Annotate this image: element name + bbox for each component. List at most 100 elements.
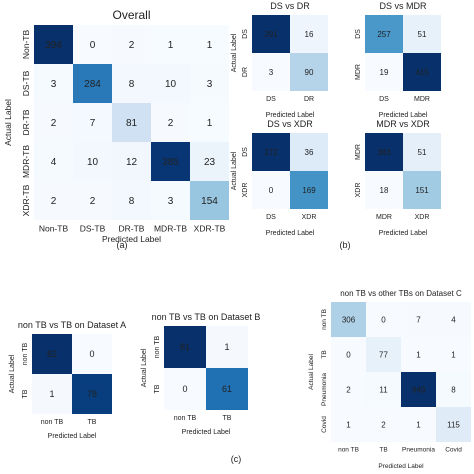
cell-value-label: 8 bbox=[451, 385, 456, 394]
y-tick-label: XDR bbox=[355, 183, 362, 198]
x-tick-label: XDR bbox=[415, 214, 430, 221]
cell-value-label: 90 bbox=[305, 68, 314, 77]
x-tick-label: non TB bbox=[174, 415, 197, 422]
x-tick-label: DS bbox=[266, 214, 276, 221]
y-tick-label: non TB bbox=[154, 335, 161, 358]
cell-value-label: 2 bbox=[381, 420, 386, 429]
heatmap-cell bbox=[73, 25, 112, 64]
x-tick-label: XDR-TB bbox=[194, 224, 226, 234]
x-tick-label: TB bbox=[223, 415, 232, 422]
cell-value-label: 1 bbox=[207, 118, 213, 129]
y-tick-label: DS bbox=[242, 147, 249, 157]
heatmap-cell bbox=[73, 103, 112, 142]
heatmap-cell bbox=[401, 407, 436, 442]
panel-caption: (b) bbox=[340, 240, 351, 250]
confusion-matrix-2: DS vs DR 291 16 3 90 DS DR DS DR Predicted Label A… bbox=[231, 1, 328, 119]
cell-value-label: 4 bbox=[451, 315, 456, 324]
panel-caption: (c) bbox=[231, 454, 242, 464]
heatmap-cell bbox=[366, 302, 401, 337]
x-axis-label: Predicted Label bbox=[379, 230, 428, 237]
x-tick-label: XDR bbox=[302, 214, 317, 221]
y-tick-label: DS bbox=[242, 29, 249, 39]
heatmap-cell bbox=[331, 337, 366, 372]
heatmap-cell bbox=[151, 103, 190, 142]
heatmap-cell bbox=[190, 181, 229, 220]
cell-value-label: 11 bbox=[379, 385, 388, 394]
chart-title: non TB vs TB on Dataset B bbox=[152, 312, 261, 322]
cell-value-label: 0 bbox=[182, 384, 187, 394]
cell-value-label: 272 bbox=[264, 148, 278, 157]
cell-value-label: 23 bbox=[204, 157, 216, 168]
x-tick-label: MDR bbox=[376, 214, 392, 221]
cell-value-label: 3 bbox=[207, 79, 213, 90]
heatmap-cell bbox=[365, 133, 403, 171]
cell-value-label: 10 bbox=[87, 157, 99, 168]
y-tick-label: DS bbox=[355, 29, 362, 39]
cell-value-label: 2 bbox=[346, 385, 351, 394]
heatmap-cell bbox=[112, 64, 151, 103]
y-axis-label: Actual Label bbox=[9, 354, 16, 393]
cell-value-label: 3 bbox=[168, 196, 174, 207]
cell-value-label: 0 bbox=[269, 186, 274, 195]
y-tick-label: DR bbox=[242, 67, 249, 77]
confusion-matrix-3: DS vs MDR 257 51 19 415 DS MDR DS MDR Predicted L… bbox=[355, 1, 441, 119]
cell-value-label: 18 bbox=[380, 186, 389, 195]
heatmap-cell bbox=[331, 372, 366, 407]
cell-value-label: 36 bbox=[305, 148, 314, 157]
y-tick-label: MDR bbox=[355, 64, 362, 80]
heatmap-cell bbox=[366, 407, 401, 442]
cell-value-label: 2 bbox=[168, 118, 174, 129]
y-tick-label: XDR bbox=[242, 183, 249, 198]
cell-value-label: 7 bbox=[416, 315, 421, 324]
cell-value-label: 2 bbox=[129, 40, 135, 51]
heatmap-cell bbox=[73, 64, 112, 103]
y-tick-label: non TB bbox=[22, 342, 29, 365]
cell-value-label: 115 bbox=[447, 420, 460, 429]
cell-value-label: 1 bbox=[49, 389, 54, 399]
chart-title: non TB vs TB on Dataset A bbox=[18, 320, 126, 330]
chart-title: MDR vs XDR bbox=[376, 119, 430, 129]
heatmap-cell bbox=[436, 407, 471, 442]
y-tick-label: Pneumonia bbox=[321, 373, 328, 406]
x-tick-label: DS bbox=[266, 96, 276, 103]
x-tick-label: TB bbox=[88, 419, 97, 426]
cell-value-label: 4 bbox=[51, 157, 57, 168]
heatmap-cell bbox=[72, 374, 112, 414]
heatmap-cell bbox=[436, 372, 471, 407]
heatmap-cell bbox=[436, 302, 471, 337]
cell-value-label: 19 bbox=[380, 68, 389, 77]
heatmap-cell bbox=[151, 142, 190, 181]
y-tick-label: Covid bbox=[321, 416, 328, 433]
heatmap-cell bbox=[112, 181, 151, 220]
confusion-matrix-7: non TB vs TB on Dataset B 81 1 0 61 non TB TB n… bbox=[141, 312, 260, 436]
y-axis-label: Actual Label bbox=[231, 33, 238, 72]
cell-value-label: 0 bbox=[90, 40, 96, 51]
chart-title: Overall bbox=[112, 8, 150, 22]
heatmap-cell bbox=[366, 372, 401, 407]
y-axis-label: Actual Label bbox=[141, 348, 148, 387]
cell-value-label: 257 bbox=[377, 30, 391, 39]
confusion-matrix-8: non TB vs other TBs on Dataset C 306 0 7 4 0 7… bbox=[308, 289, 471, 470]
y-axis-label: Actual Label bbox=[231, 151, 238, 190]
cell-value-label: 82 bbox=[47, 349, 57, 359]
cell-value-label: 81 bbox=[126, 118, 138, 129]
cell-value-label: 169 bbox=[302, 186, 316, 195]
heatmap-cell bbox=[290, 15, 328, 53]
heatmap-cell bbox=[252, 53, 290, 91]
cell-value-label: 0 bbox=[381, 315, 386, 324]
x-tick-label: DR-TB bbox=[119, 224, 145, 234]
heatmap-cell bbox=[403, 15, 441, 53]
heatmap-cell bbox=[112, 142, 151, 181]
heatmap-cell bbox=[32, 334, 72, 374]
cell-value-label: 78 bbox=[87, 389, 97, 399]
cell-value-label: 0 bbox=[89, 349, 94, 359]
y-tick-label: DR-TB bbox=[21, 109, 31, 135]
y-tick-label: XDR-TB bbox=[21, 184, 31, 216]
cell-value-label: 1 bbox=[346, 420, 351, 429]
cell-value-label: 2 bbox=[51, 118, 57, 129]
heatmap-cell bbox=[401, 302, 436, 337]
heatmap-cell bbox=[401, 337, 436, 372]
heatmap-cell bbox=[112, 25, 151, 64]
cell-value-label: 10 bbox=[165, 79, 177, 90]
heatmap-cell bbox=[34, 64, 73, 103]
